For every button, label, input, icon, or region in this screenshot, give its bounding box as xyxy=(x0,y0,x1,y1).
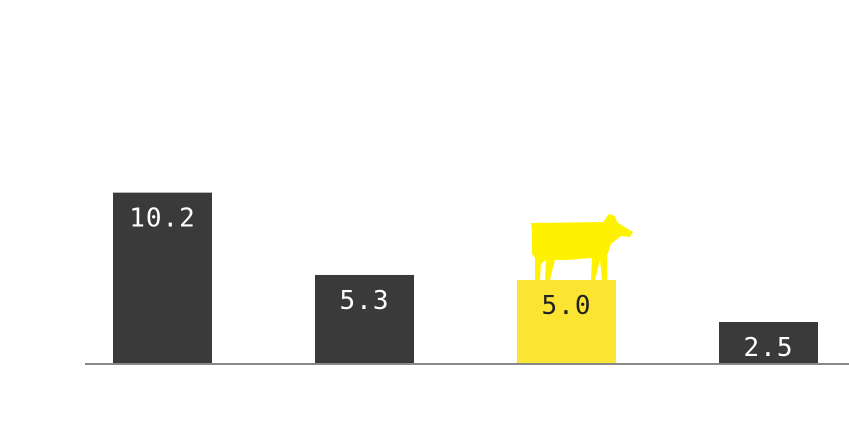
bar xyxy=(315,274,414,364)
value-labels-group: 10.2 5.3 5.0 2.5 xyxy=(129,204,794,363)
bar-value-label: 2.5 xyxy=(744,333,794,363)
icon-layer xyxy=(531,214,633,280)
bar xyxy=(719,322,818,364)
bar-highlighted xyxy=(517,280,616,364)
bar xyxy=(113,192,212,364)
bar-value-label: 5.3 xyxy=(340,286,390,316)
bar-value-label: 10.2 xyxy=(129,204,196,234)
bar-value-label: 5.0 xyxy=(542,291,592,321)
bars-group xyxy=(113,192,818,364)
cow-icon xyxy=(531,214,633,280)
